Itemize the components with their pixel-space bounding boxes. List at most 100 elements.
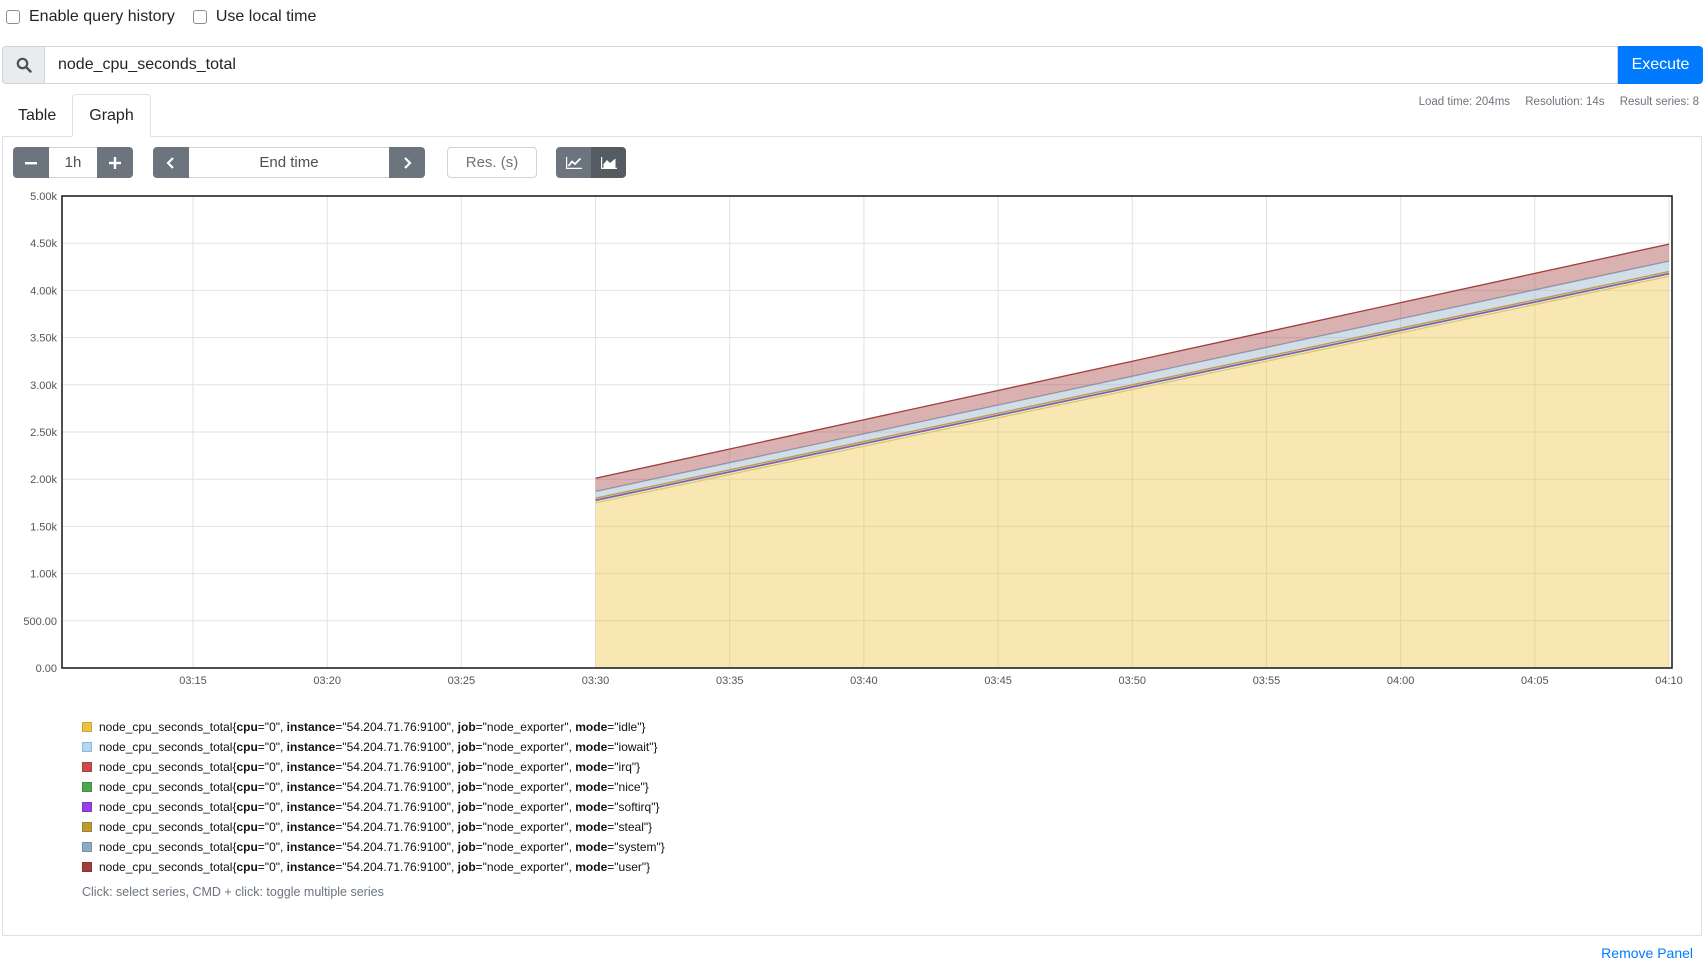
minus-icon [25, 161, 37, 164]
line-chart-icon [565, 156, 582, 169]
next-time-button[interactable] [389, 147, 425, 178]
range-control: 1h [13, 147, 133, 178]
x-tick-label: 03:25 [448, 675, 476, 687]
series-line-system [595, 260, 1670, 493]
enable-query-history-checkbox[interactable] [6, 10, 20, 24]
legend-swatch [82, 802, 92, 812]
series-area-idle [595, 276, 1670, 668]
legend-label: node_cpu_seconds_total{cpu="0", instance… [99, 740, 658, 754]
legend-swatch [82, 742, 92, 752]
resolution-input[interactable]: Res. (s) [447, 147, 537, 178]
chevron-right-icon [404, 156, 412, 169]
x-axis-ticks: 03:15 03:20 03:25 03:30 03:35 03:40 03:45 03:50… [179, 675, 1683, 687]
legend-swatch [82, 842, 92, 852]
graph-panel [2, 136, 1702, 936]
x-tick-label: 03:40 [850, 675, 878, 687]
legend-item[interactable]: node_cpu_seconds_total{cpu="0", instance… [82, 757, 665, 777]
previous-time-button[interactable] [153, 147, 189, 178]
range-input[interactable]: 1h [49, 147, 97, 178]
end-time-control: End time [153, 147, 425, 178]
y-tick-label: 1.50k [30, 521, 57, 533]
legend-swatch [82, 822, 92, 832]
series-line-idle [595, 275, 1670, 504]
y-tick-label: 5.00k [30, 191, 57, 203]
search-icon [2, 46, 44, 84]
query-stats: Load time: 204ms Resolution: 14s Result … [1407, 96, 1699, 108]
chart-frame [61, 195, 1673, 669]
legend-swatch [82, 782, 92, 792]
legend-label: node_cpu_seconds_total{cpu="0", instance… [99, 720, 646, 734]
legend-label: node_cpu_seconds_total{cpu="0", instance… [99, 800, 660, 814]
area-chart-icon [600, 156, 617, 169]
use-local-time-option[interactable]: Use local time [192, 8, 317, 26]
y-tick-label: 4.00k [30, 285, 57, 297]
legend-item[interactable]: node_cpu_seconds_total{cpu="0", instance… [82, 737, 665, 757]
use-local-time-checkbox[interactable] [192, 10, 207, 24]
query-bar: node_cpu_seconds_total Execute [2, 46, 1703, 84]
execute-button[interactable]: Execute [1618, 46, 1703, 84]
x-tick-label: 04:10 [1655, 675, 1683, 687]
decrease-range-button[interactable] [13, 147, 49, 178]
series-area-user [595, 244, 1670, 492]
end-time-input[interactable]: End time [189, 147, 389, 178]
enable-query-history-label: Enable query history [29, 8, 175, 25]
legend-hint: Click: select series, CMD + click: toggl… [82, 885, 384, 899]
y-tick-label: 4.50k [30, 238, 57, 250]
x-tick-label: 04:05 [1521, 675, 1549, 687]
use-local-time-label: Use local time [215, 8, 317, 25]
legend-swatch [82, 862, 92, 872]
legend-label: node_cpu_seconds_total{cpu="0", instance… [99, 820, 653, 834]
x-tick-label: 03:55 [1253, 675, 1281, 687]
view-tabs: Table Graph [2, 94, 151, 137]
resolution-stat: Resolution: 14s [1525, 96, 1605, 108]
result-series-count: Result series: 8 [1619, 96, 1699, 108]
x-tick-label: 03:20 [313, 675, 341, 687]
x-tick-label: 03:35 [716, 675, 744, 687]
y-tick-label: 3.50k [30, 333, 57, 345]
series-line-softirq [595, 272, 1670, 501]
load-time: Load time: 204ms [1418, 96, 1511, 108]
query-input[interactable]: node_cpu_seconds_total [44, 46, 1618, 84]
legend-label: node_cpu_seconds_total{cpu="0", instance… [99, 840, 665, 854]
chart-mode-toggle [556, 147, 626, 178]
legend-label: node_cpu_seconds_total{cpu="0", instance… [99, 860, 651, 874]
legend-label: node_cpu_seconds_total{cpu="0", instance… [99, 780, 649, 794]
y-tick-label: 2.00k [30, 474, 57, 486]
series-line-steal [595, 270, 1670, 499]
unstacked-mode-button[interactable] [556, 147, 591, 178]
legend-item[interactable]: node_cpu_seconds_total{cpu="0", instance… [82, 717, 665, 737]
legend-item[interactable]: node_cpu_seconds_total{cpu="0", instance… [82, 777, 665, 797]
y-tick-label: 0.00 [36, 663, 57, 675]
remove-panel-link[interactable]: Remove Panel [1601, 945, 1693, 961]
legend-swatch [82, 722, 92, 732]
y-tick-label: 1.00k [30, 569, 57, 581]
x-tick-label: 03:45 [984, 675, 1012, 687]
legend-swatch [82, 762, 92, 772]
stacked-mode-button[interactable] [591, 147, 626, 178]
legend-label: node_cpu_seconds_total{cpu="0", instance… [99, 760, 641, 774]
enable-query-history-option[interactable]: Enable query history [6, 8, 175, 26]
chart-areas [595, 243, 1670, 668]
x-tick-label: 03:15 [179, 675, 207, 687]
legend-item[interactable]: node_cpu_seconds_total{cpu="0", instance… [82, 837, 665, 857]
legend-item[interactable]: node_cpu_seconds_total{cpu="0", instance… [82, 857, 665, 877]
y-tick-label: 3.00k [30, 380, 57, 392]
series-area-system [595, 261, 1670, 499]
x-tick-label: 03:30 [582, 675, 610, 687]
plot-border [61, 195, 1673, 669]
tab-graph[interactable]: Graph [72, 94, 151, 137]
y-axis-ticks: 0.00 500.00 1.00k 1.50k 2.00k 2.50k 3.00k 3.50k… [23, 191, 57, 675]
x-tick-label: 03:50 [1119, 675, 1147, 687]
options-row: Enable query history Use local time [6, 6, 334, 28]
plus-icon [109, 156, 121, 169]
increase-range-button[interactable] [97, 147, 133, 178]
series-legend: node_cpu_seconds_total{cpu="0", instance… [82, 717, 665, 877]
tab-table[interactable]: Table [18, 106, 57, 124]
legend-item[interactable]: node_cpu_seconds_total{cpu="0", instance… [82, 817, 665, 837]
chevron-left-icon [166, 156, 174, 169]
y-tick-label: 500.00 [23, 616, 57, 628]
stacked-area-chart[interactable]: 0.00 500.00 1.00k 1.50k 2.00k 2.50k 3.00k 3.50k… [0, 185, 1703, 695]
legend-item[interactable]: node_cpu_seconds_total{cpu="0", instance… [82, 797, 665, 817]
x-tick-label: 04:00 [1387, 675, 1415, 687]
series-line-user [595, 243, 1670, 479]
